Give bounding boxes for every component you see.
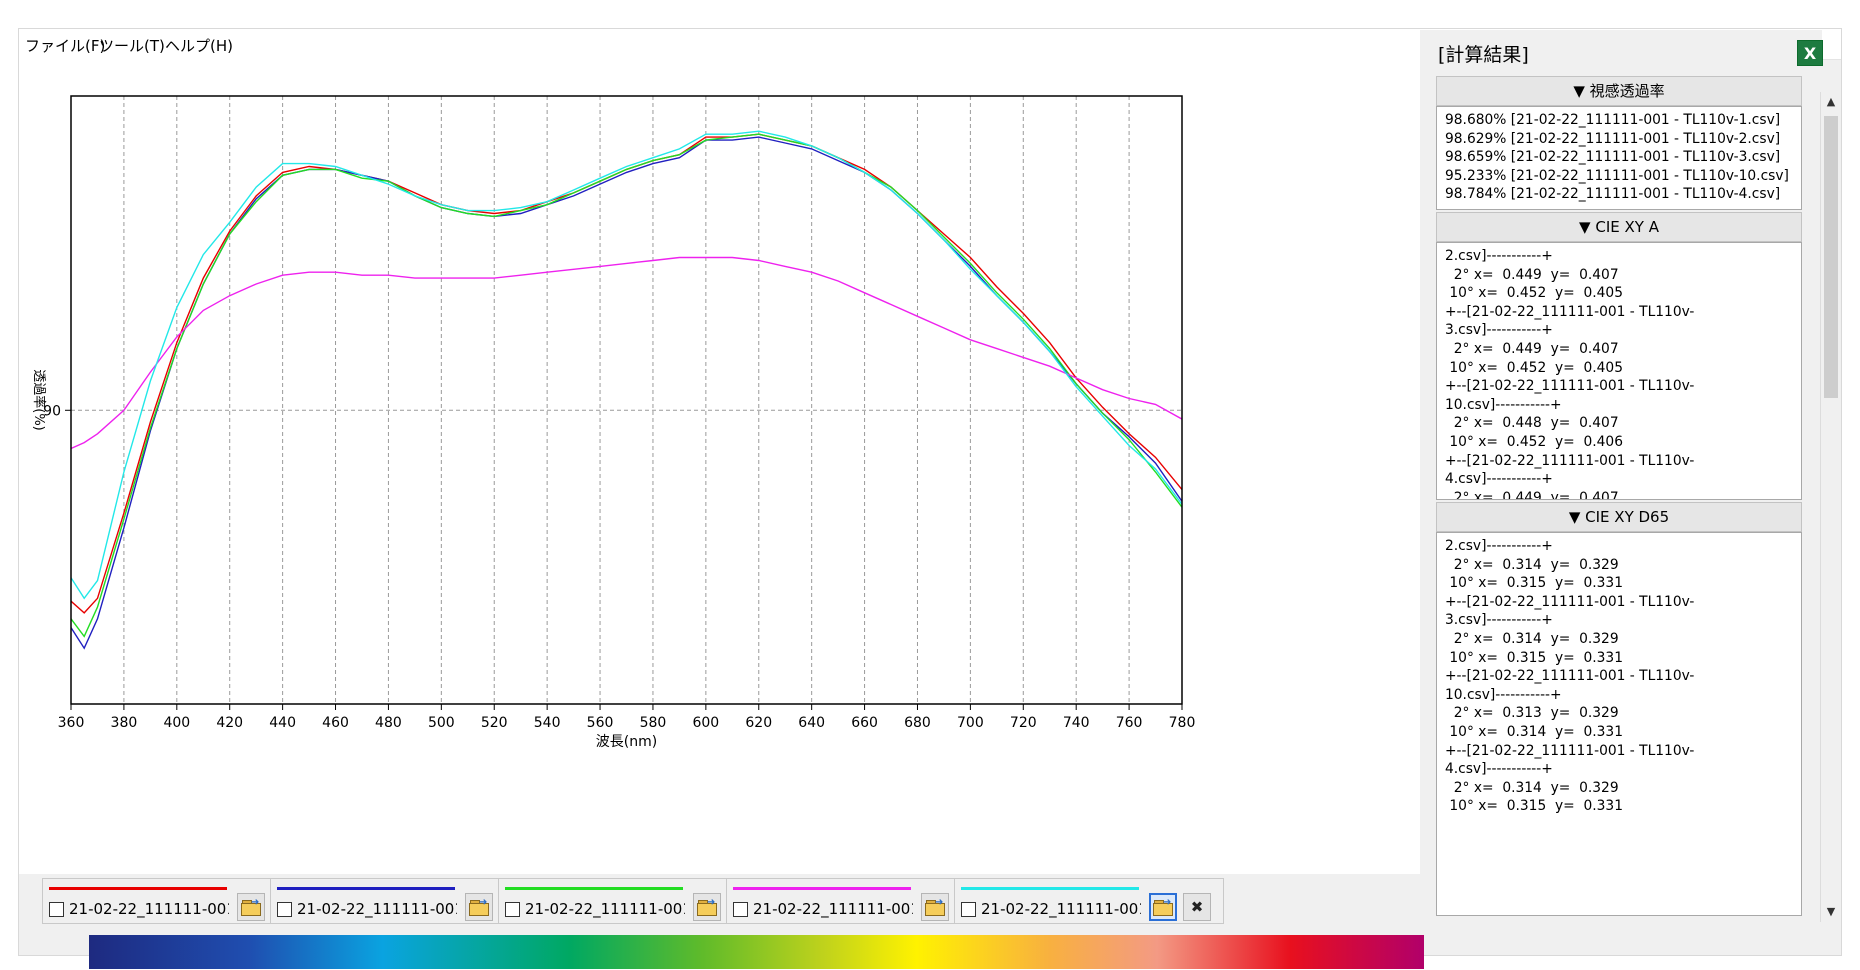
x-tick-label: 360 xyxy=(58,715,85,731)
x-tick-label: 600 xyxy=(692,715,719,731)
x-tick-label: 720 xyxy=(1010,715,1037,731)
legend-line-1 xyxy=(49,887,227,890)
x-tick-label: 680 xyxy=(904,715,931,731)
open-file-button-3[interactable]: ➜ xyxy=(693,893,721,921)
x-tick-label: 460 xyxy=(322,715,349,731)
x-tick-label: 560 xyxy=(587,715,614,731)
legend-checkbox-4[interactable] xyxy=(733,902,748,917)
folder-open-icon: ➜ xyxy=(469,897,489,916)
legend-checkbox-3[interactable] xyxy=(505,902,520,917)
section-content-cie-xy-a: 2.csv]-----------+ 2° x= 0.449 y= 0.407 … xyxy=(1436,242,1802,500)
x-tick-label: 520 xyxy=(481,715,508,731)
y-tick-label: 90 xyxy=(43,403,61,419)
legend-line-2 xyxy=(277,887,455,890)
x-tick-label: 700 xyxy=(957,715,984,731)
results-text: 98.680% [21-02-22_111111-001 - TL110v-1.… xyxy=(1445,112,1789,203)
results-scroll-area: ▼ 視感透過率 98.680% [21-02-22_111111-001 - T… xyxy=(1436,76,1802,916)
x-tick-label: 440 xyxy=(269,715,296,731)
folder-open-icon: ➜ xyxy=(1153,897,1173,916)
x-tick-label: 580 xyxy=(640,715,667,731)
scroll-up-icon[interactable]: ▲ xyxy=(1826,95,1836,108)
legend-label-4: 21-02-22_111111-001 - xyxy=(753,900,913,918)
section-header-luminous-transmittance[interactable]: ▼ 視感透過率 xyxy=(1436,76,1802,106)
legend-item-1: 21-02-22_111111-001 - ➜ ✖ xyxy=(42,878,312,924)
section-header-cie-xy-d65[interactable]: ▼ CIE XY D65 xyxy=(1436,502,1802,532)
visible-spectrum-bar xyxy=(89,935,1424,969)
scroll-thumb[interactable] xyxy=(1824,116,1838,398)
legend-line-4 xyxy=(733,887,911,890)
x-tick-label: 540 xyxy=(534,715,561,731)
section-title: CIE XY A xyxy=(1595,218,1659,236)
folder-open-icon: ➜ xyxy=(697,897,717,916)
x-tick-label: 780 xyxy=(1169,715,1196,731)
section-content-luminous-transmittance: 98.680% [21-02-22_111111-001 - TL110v-1.… xyxy=(1436,106,1802,210)
export-excel-button[interactable]: X xyxy=(1797,40,1823,66)
close-icon: ✖ xyxy=(1190,898,1204,916)
legend-bar: 21-02-22_111111-001 - ➜ ✖ 21-02-22_11111… xyxy=(19,874,1424,927)
folder-open-icon: ➜ xyxy=(925,897,945,916)
menu-help[interactable]: ヘルプ(H) xyxy=(165,37,233,55)
x-tick-label: 480 xyxy=(375,715,402,731)
transmittance-chart: 360 380 400 420 440 460 480 500 520 540 560 580 600 6… xyxy=(31,95,1196,750)
x-tick-label: 400 xyxy=(163,715,190,731)
spectrum-chart-area: 360 380 400 420 440 460 480 500 520 540 560 580 600 6… xyxy=(19,59,1424,874)
results-scrollbar[interactable]: ▲ ▼ xyxy=(1820,92,1841,922)
folder-open-icon: ➜ xyxy=(241,897,261,916)
x-axis-label: 波長(nm) xyxy=(596,734,657,750)
results-panel: [計算結果] X ▼ 視感透過率 98.680% [21-02-22_11111… xyxy=(1420,30,1823,930)
open-file-button-5[interactable]: ➜ xyxy=(1149,893,1177,921)
series-line-2 xyxy=(71,136,1182,650)
x-tick-label: 660 xyxy=(851,715,878,731)
menu-file[interactable]: ファイル(F) xyxy=(25,37,106,55)
legend-checkbox-2[interactable] xyxy=(277,902,292,917)
section-title: 視感透過率 xyxy=(1589,82,1665,100)
open-file-button-4[interactable]: ➜ xyxy=(921,893,949,921)
legend-label-3: 21-02-22_111111-001 - xyxy=(525,900,685,918)
results-text: 2.csv]-----------+ 2° x= 0.314 y= 0.329 … xyxy=(1445,538,1695,815)
legend-item-5: 21-02-22_111111-001 - ➜ ✖ xyxy=(954,878,1224,924)
scroll-down-icon[interactable]: ▼ xyxy=(1826,905,1836,918)
excel-icon: X xyxy=(1803,43,1817,63)
legend-label-1: 21-02-22_111111-001 - xyxy=(69,900,229,918)
x-tick-label: 640 xyxy=(798,715,825,731)
x-tick-label: 620 xyxy=(745,715,772,731)
legend-label-2: 21-02-22_111111-001 - xyxy=(297,900,457,918)
results-text: 2.csv]-----------+ 2° x= 0.449 y= 0.407 … xyxy=(1445,248,1695,500)
remove-series-button-5[interactable]: ✖ xyxy=(1183,893,1211,921)
legend-checkbox-5[interactable] xyxy=(961,902,976,917)
series-line-1 xyxy=(71,133,1182,614)
x-tick-label: 420 xyxy=(216,715,243,731)
series-line-3 xyxy=(71,133,1182,638)
menu-tools[interactable]: ツール(T) xyxy=(99,37,165,55)
open-file-button-2[interactable]: ➜ xyxy=(465,893,493,921)
x-tick-label: 740 xyxy=(1063,715,1090,731)
legend-checkbox-1[interactable] xyxy=(49,902,64,917)
series-line-5 xyxy=(71,130,1182,600)
open-file-button-1[interactable]: ➜ xyxy=(237,893,265,921)
section-header-cie-xy-a[interactable]: ▼ CIE XY A xyxy=(1436,212,1802,242)
x-tick-label: 380 xyxy=(111,715,138,731)
results-title: [計算結果] xyxy=(1438,44,1529,66)
x-tick-label: 500 xyxy=(428,715,455,731)
legend-item-4: 21-02-22_111111-001 - ➜ ✖ xyxy=(726,878,996,924)
section-content-cie-xy-d65: 2.csv]-----------+ 2° x= 0.314 y= 0.329 … xyxy=(1436,532,1802,916)
legend-label-5: 21-02-22_111111-001 - xyxy=(981,900,1141,918)
legend-line-5 xyxy=(961,887,1139,890)
plot-frame xyxy=(70,95,1183,705)
section-title: CIE XY D65 xyxy=(1585,508,1670,526)
y-axis-label: 透過率(%) xyxy=(31,369,47,431)
x-tick-label: 760 xyxy=(1116,715,1143,731)
series-line-4 xyxy=(71,256,1182,450)
legend-line-3 xyxy=(505,887,683,890)
